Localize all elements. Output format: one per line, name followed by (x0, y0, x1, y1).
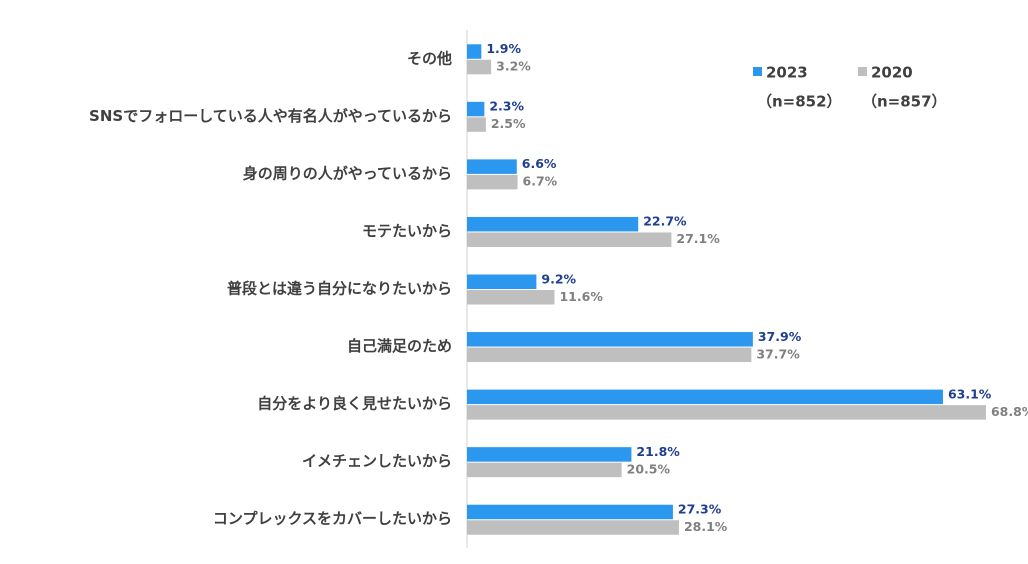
category-label: 自分をより良く見せたいから (257, 395, 452, 413)
bar (467, 332, 753, 347)
legend-swatch (858, 67, 867, 76)
category-label: 自己満足のため (347, 337, 452, 355)
category-label: モテたいから (362, 222, 452, 240)
value-label: 6.6% (522, 156, 557, 171)
value-label: 63.1% (948, 386, 992, 401)
value-label: 27.1% (676, 231, 720, 246)
bar (467, 405, 986, 420)
bar (467, 44, 482, 59)
bar (467, 520, 679, 535)
bar (467, 389, 943, 405)
legend-note: （n=857） (862, 93, 947, 111)
bar (467, 59, 492, 75)
value-label: 68.8% (991, 404, 1028, 419)
value-label: 6.7% (523, 174, 558, 189)
bar (467, 159, 517, 174)
bar (467, 504, 673, 520)
category-label: コンプレックスをカバーしたいから (213, 510, 452, 528)
value-label: 27.3% (678, 501, 722, 516)
value-label: 20.5% (627, 461, 671, 476)
value-label: 28.1% (684, 519, 728, 534)
bar (467, 232, 672, 247)
category-label: 普段とは違う自分になりたいから (227, 280, 452, 298)
value-label: 9.2% (541, 271, 576, 286)
bar (467, 117, 486, 132)
bar (467, 101, 485, 117)
legend-label: 2023 (766, 64, 808, 82)
legend-swatch (753, 67, 762, 76)
legend-note: （n=852） (757, 93, 842, 111)
value-label: 1.9% (486, 41, 521, 56)
value-label: 22.7% (643, 214, 687, 229)
bar (467, 290, 555, 305)
value-label: 11.6% (559, 289, 603, 304)
bar (467, 274, 537, 289)
category-label: 身の周りの人がやっているから (243, 164, 452, 182)
category-label: イメチェンしたいから (302, 452, 452, 470)
value-label: 21.8% (636, 444, 680, 459)
value-label: 37.7% (756, 346, 800, 361)
bar (467, 216, 639, 232)
value-label: 37.9% (758, 329, 802, 344)
category-label: SNSでフォローしている人や有名人がやっているから (89, 107, 452, 125)
bar (467, 174, 518, 190)
bar (467, 462, 622, 478)
bar (467, 447, 632, 462)
bar (467, 347, 752, 363)
category-label: その他 (407, 49, 452, 67)
legend-label: 2020 (871, 64, 913, 82)
value-label: 2.5% (491, 116, 526, 131)
value-label: 2.3% (489, 99, 524, 114)
value-label: 3.2% (496, 59, 531, 74)
